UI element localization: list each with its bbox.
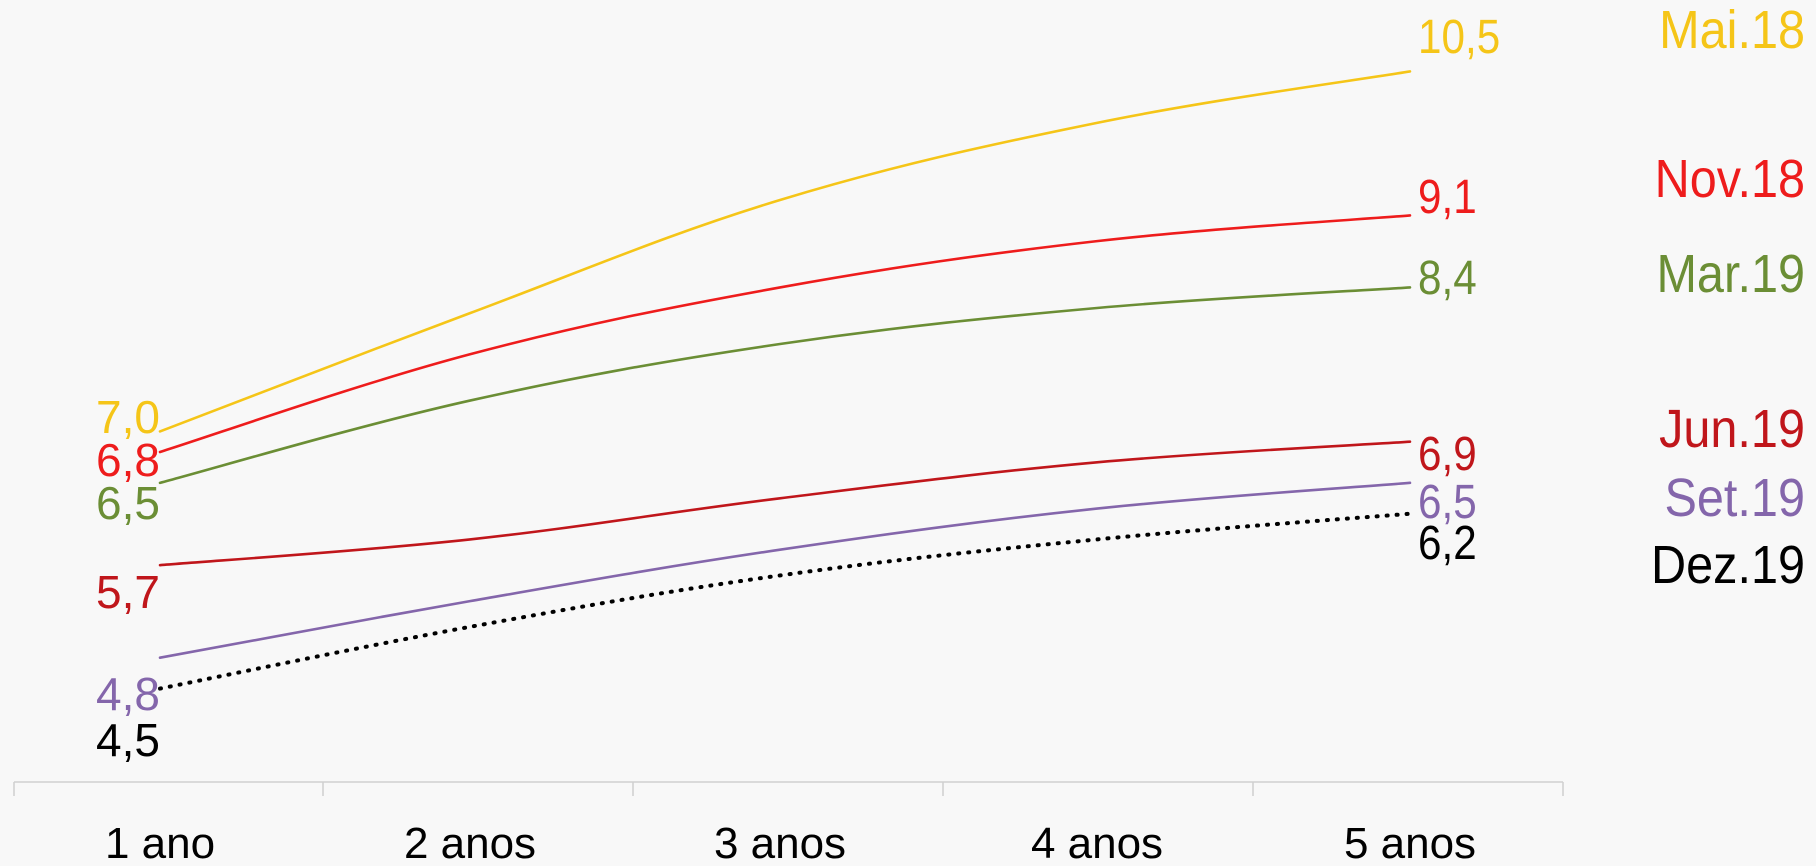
end-value-label: 6,2 — [1418, 515, 1477, 569]
x-tick-label: 4 anos — [1031, 819, 1163, 866]
series-line-dez-19 — [158, 511, 1412, 691]
x-axis: 1 ano 2 anos 3 anos 4 anos 5 anos — [13, 781, 1564, 866]
start-value-label: 6,5 — [96, 477, 160, 529]
series-line-mar-19 — [158, 286, 1412, 485]
start-value-label: 7,0 — [96, 391, 160, 443]
end-value-label: 6,9 — [1418, 426, 1477, 480]
end-value-label: 8,4 — [1418, 250, 1477, 304]
x-tick-label: 2 anos — [404, 819, 536, 866]
start-value-label: 4,8 — [96, 668, 160, 720]
series-line-nov-18 — [158, 214, 1412, 454]
legend-item-mai-18: Mai.18 — [1659, 0, 1805, 60]
series-line-set-19 — [158, 481, 1412, 660]
series-lines — [158, 70, 1412, 691]
data-labels: 7,0 10,5 6,8 9,1 6,5 8,4 5,7 6,9 4,8 6,5 4,5 6,2 — [96, 9, 1500, 766]
legend-item-nov-18: Nov.18 — [1655, 148, 1805, 209]
series-line-jun-19 — [158, 440, 1412, 567]
start-value-label: 5,7 — [96, 566, 160, 618]
series-line-mai-18 — [158, 70, 1412, 433]
legend-item-jun-19: Jun.19 — [1659, 398, 1805, 459]
x-tick-label: 5 anos — [1344, 819, 1476, 866]
start-value-label: 6,8 — [96, 434, 160, 486]
end-value-label: 9,1 — [1418, 169, 1477, 223]
end-value-label: 6,5 — [1418, 474, 1477, 528]
legend-item-set-19: Set.19 — [1665, 467, 1805, 528]
x-tick-label: 3 anos — [714, 819, 846, 866]
legend-item-dez-19: Dez.19 — [1651, 534, 1805, 595]
end-value-label: 10,5 — [1418, 9, 1500, 63]
start-value-label: 4,5 — [96, 714, 160, 766]
legend-item-mar-19: Mar.19 — [1656, 243, 1805, 304]
x-tick-label: 1 ano — [105, 819, 215, 866]
